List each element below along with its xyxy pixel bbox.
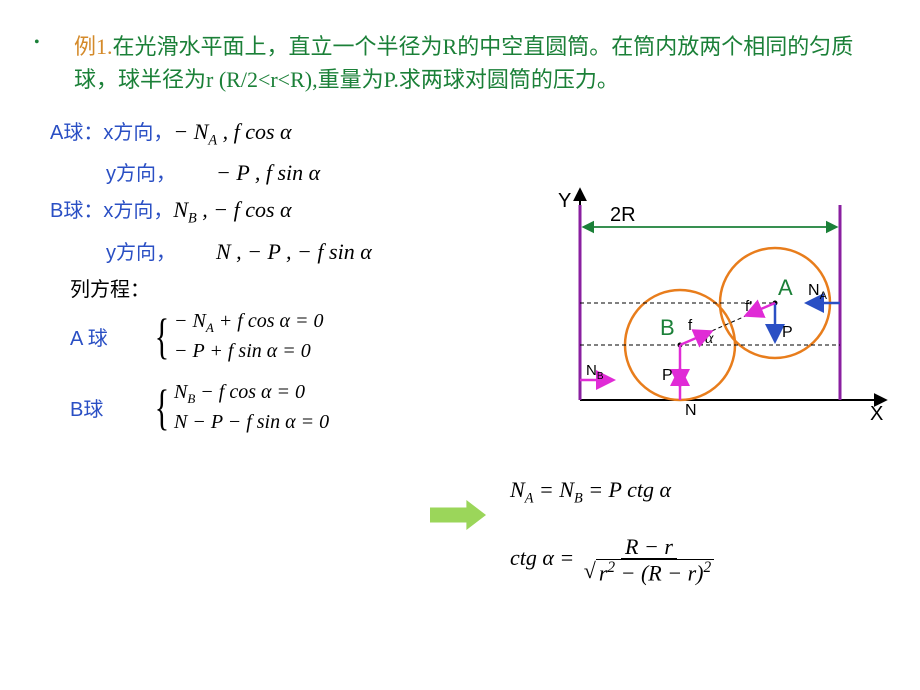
math-ay: − P , f sin α xyxy=(216,160,320,186)
n-label: N xyxy=(685,402,697,419)
math-ax: − NA , f cos α xyxy=(173,119,291,149)
label-by: y方向， xyxy=(106,236,216,265)
result-1: NA = NB = P ctg α xyxy=(510,477,671,507)
ball-b-label: B xyxy=(660,315,675,340)
pb-label: P xyxy=(662,367,673,384)
brace-b: { xyxy=(155,385,169,430)
r2-lhs: ctg α = xyxy=(510,545,574,570)
label-ax: A球：x方向， xyxy=(50,116,173,145)
line-ay: y方向， − P , f sin α xyxy=(50,157,870,186)
na-label: NA xyxy=(808,282,828,302)
example-number: 例1. xyxy=(74,34,113,59)
problem-text: 例1.在光滑水平面上，直立一个半径为R的中空直圆筒。在筒内放两个相同的匀质球，球… xyxy=(74,30,870,96)
x-label: X xyxy=(870,403,883,425)
r2-num: R − r xyxy=(621,535,677,559)
eq-label-b: B球 xyxy=(70,393,150,422)
fprime-label: f′ xyxy=(745,298,752,315)
problem-body: 在光滑水平面上，直立一个半径为R的中空直圆筒。在筒内放两个相同的匀质球，球半径为… xyxy=(74,34,853,92)
y-label: Y xyxy=(558,190,571,212)
pa-label: P xyxy=(782,324,793,341)
diagram-svg: Y X 2R A B α NA P f′ NB P N f xyxy=(550,185,890,435)
line-ax: A球：x方向， − NA , f cos α xyxy=(50,116,870,149)
math-bx: NB , − f cos α xyxy=(173,197,291,227)
r2-den: r2 − (R − r)2 xyxy=(596,559,714,584)
bullet: • xyxy=(34,34,40,52)
eq-b2: N − P − f sin α = 0 xyxy=(174,411,329,434)
result-2: ctg α = R − r √r2 − (R − r)2 xyxy=(510,535,718,585)
result-arrow xyxy=(430,500,486,530)
math-by: N , − P , − f sin α xyxy=(216,239,372,265)
brace-a: { xyxy=(155,314,169,359)
label-bx: B球：x方向， xyxy=(50,194,173,223)
f-label: f xyxy=(688,317,693,334)
ball-a-label: A xyxy=(778,275,793,300)
width-label: 2R xyxy=(610,204,636,226)
label-ay: y方向， xyxy=(106,157,216,186)
eq-b1: NB − f cos α = 0 xyxy=(174,381,329,407)
eq-a1: − NA + f cos α = 0 xyxy=(174,310,324,336)
eq-label-a: A 球 xyxy=(70,322,150,351)
eq-a2: − P + f sin α = 0 xyxy=(174,340,324,363)
